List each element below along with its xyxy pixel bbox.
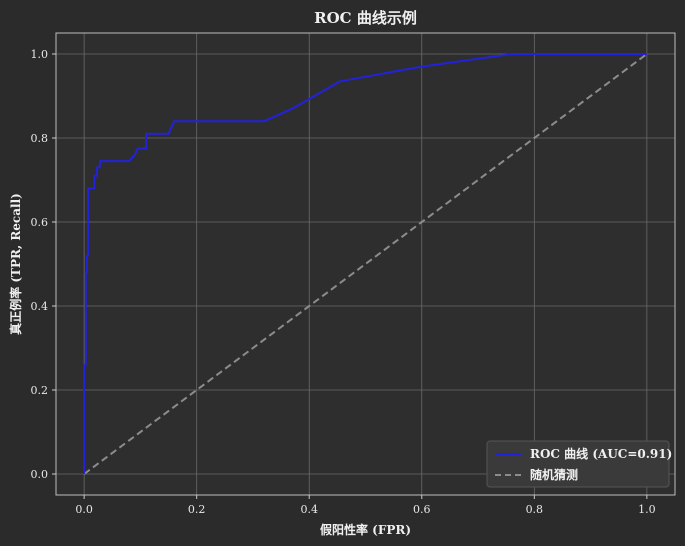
x-tick-label: 0.4 — [300, 503, 318, 516]
y-tick-label: 1.0 — [31, 48, 49, 61]
chart-title: ROC 曲线示例 — [314, 9, 417, 27]
x-tick-label: 0.0 — [75, 503, 93, 516]
x-tick-label: 1.0 — [638, 503, 656, 516]
legend-box — [486, 440, 670, 488]
x-tick-label: 0.2 — [188, 503, 206, 516]
legend-label-roc: ROC 曲线 (AUC=0.91) — [530, 446, 672, 461]
y-tick-label: 0.8 — [31, 132, 49, 145]
series-layer — [83, 53, 648, 475]
x-tick-label: 0.6 — [413, 503, 431, 516]
random-guess-line — [83, 53, 648, 475]
x-tick-label: 0.8 — [526, 503, 544, 516]
y-tick-label: 0.6 — [31, 216, 49, 229]
x-axis-title: 假阳性率 (FPR) — [320, 522, 411, 537]
roc-curve-line — [83, 53, 647, 474]
y-tick-label: 0.4 — [31, 300, 49, 313]
legend-label-random: 随机猜测 — [530, 467, 578, 482]
y-tick-label: 0.0 — [31, 468, 49, 481]
y-axis-title: 真正例率 (TPR, Recall) — [8, 193, 23, 335]
y-tick-label: 0.2 — [31, 384, 49, 397]
plot-frame — [55, 32, 676, 496]
legend: ROC 曲线 (AUC=0.91) 随机猜测 — [486, 440, 672, 488]
ticks: 0.0 0.2 0.4 0.6 0.8 1.0 0.0 0.2 0.4 0.6 0.8 1.0 — [31, 48, 656, 516]
